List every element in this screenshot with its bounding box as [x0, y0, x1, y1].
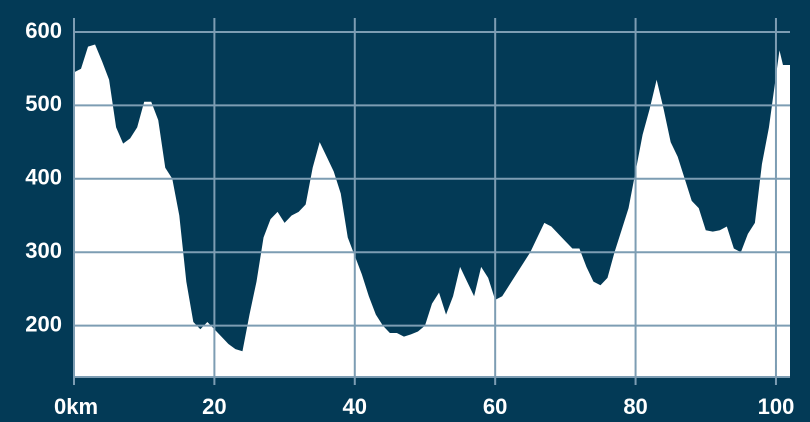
elevation-area [74, 44, 790, 377]
x-tick-label: 100 [758, 394, 795, 419]
y-tick-label: 200 [25, 311, 62, 336]
x-tick-label: 40 [343, 394, 367, 419]
x-tick-label: 80 [623, 394, 647, 419]
y-tick-label: 400 [25, 165, 62, 190]
x-tick-label: 60 [483, 394, 507, 419]
y-tick-label: 500 [25, 91, 62, 116]
x-tick-label: 0km [54, 394, 98, 419]
x-tick-label: 20 [202, 394, 226, 419]
y-tick-label: 300 [25, 238, 62, 263]
y-tick-label: 600 [25, 18, 62, 43]
